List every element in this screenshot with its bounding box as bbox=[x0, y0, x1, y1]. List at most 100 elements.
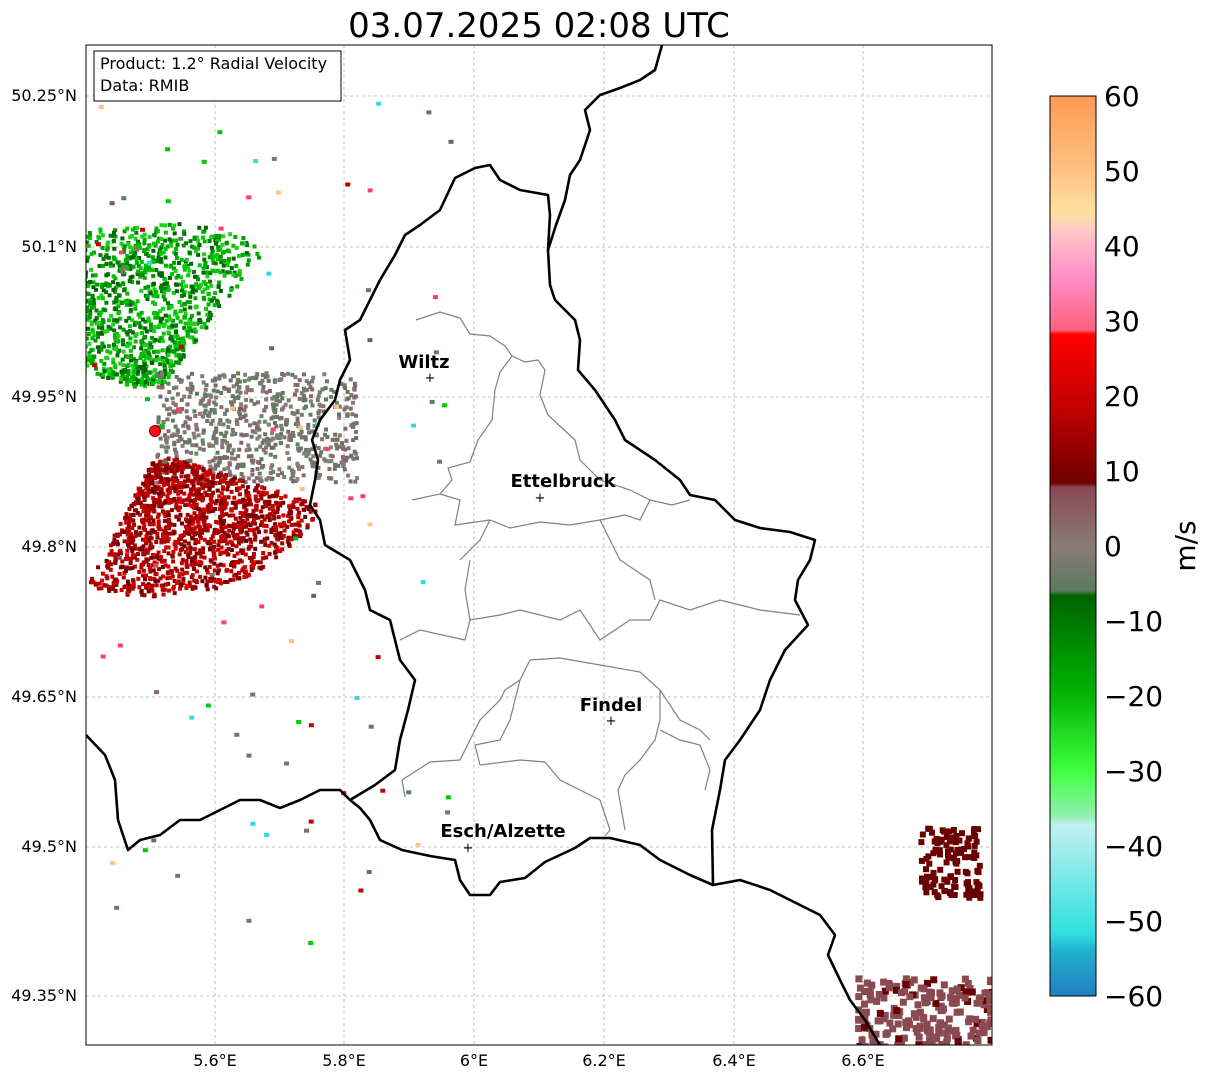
echo-pixel bbox=[927, 994, 935, 1002]
echo-pixel bbox=[262, 538, 267, 543]
echo-pixel bbox=[170, 574, 175, 579]
echo-pixel bbox=[19, 284, 23, 288]
echo-pixel bbox=[129, 532, 134, 537]
echo-pixel bbox=[280, 547, 285, 552]
echo-pixel bbox=[227, 270, 232, 275]
echo-pixel bbox=[130, 504, 134, 509]
echo-pixel bbox=[58, 357, 62, 361]
echo-pixel bbox=[150, 477, 155, 482]
echo-pixel bbox=[128, 299, 133, 304]
echo-pixel bbox=[270, 396, 275, 401]
echo-pixel bbox=[118, 551, 123, 556]
echo-pixel bbox=[262, 486, 267, 491]
echo-pixel bbox=[244, 398, 248, 402]
echo-pixel bbox=[130, 553, 135, 558]
echo-pixel bbox=[148, 566, 152, 571]
echo-pixel bbox=[221, 563, 226, 568]
echo-pixel bbox=[283, 494, 288, 499]
echo-pixel bbox=[128, 263, 133, 268]
echo-pixel bbox=[128, 348, 133, 353]
echo-pixel bbox=[168, 406, 172, 411]
echo-pixel bbox=[341, 458, 346, 463]
echo-pixel bbox=[211, 254, 216, 259]
echo-pixel bbox=[861, 1023, 868, 1031]
echo-pixel bbox=[11, 310, 15, 314]
echo-pixel bbox=[161, 323, 166, 328]
echo-pixel bbox=[28, 344, 32, 348]
echo-pixel bbox=[192, 463, 197, 468]
echo-pixel bbox=[163, 287, 168, 291]
echo-pixel bbox=[70, 337, 74, 341]
echo-pixel bbox=[956, 1008, 964, 1016]
echo-pixel bbox=[223, 411, 227, 416]
echo-pixel bbox=[165, 147, 171, 152]
echo-pixel bbox=[286, 513, 291, 518]
echo-pixel bbox=[332, 389, 337, 394]
echo-pixel bbox=[177, 377, 182, 382]
echo-pixel bbox=[337, 444, 342, 449]
echo-pixel bbox=[257, 419, 262, 424]
echo-pixel bbox=[63, 303, 67, 307]
echo-pixel bbox=[915, 1041, 923, 1045]
echo-pixel bbox=[95, 242, 101, 247]
echo-pixel bbox=[10, 285, 14, 289]
echo-pixel bbox=[213, 376, 218, 381]
echo-pixel bbox=[183, 484, 188, 489]
echo-pixel bbox=[906, 1021, 913, 1029]
echo-pixel bbox=[248, 537, 253, 542]
echo-pixel bbox=[289, 537, 294, 542]
echo-pixel bbox=[95, 320, 100, 325]
echo-pixel bbox=[197, 465, 201, 470]
echo-pixel bbox=[240, 253, 245, 257]
echo-pixel bbox=[169, 468, 174, 473]
echo-pixel bbox=[224, 270, 229, 275]
echo-pixel bbox=[86, 298, 89, 303]
echo-pixel bbox=[247, 498, 252, 503]
echo-pixel bbox=[4, 298, 8, 302]
echo-pixel bbox=[213, 291, 218, 295]
echo-pixel bbox=[147, 584, 152, 589]
echo-pixel bbox=[227, 528, 232, 533]
echo-pixel bbox=[323, 386, 328, 391]
echo-pixel bbox=[242, 574, 247, 579]
echo-pixel bbox=[253, 494, 258, 499]
echo-pixel bbox=[230, 432, 235, 437]
echo-pixel bbox=[312, 423, 317, 428]
echo-pixel bbox=[198, 527, 202, 532]
echo-pixel bbox=[147, 318, 152, 323]
echo-pixel bbox=[235, 284, 240, 289]
echo-pixel bbox=[327, 476, 332, 481]
echo-pixel bbox=[201, 514, 206, 519]
lat-tick: 49.35°N bbox=[11, 986, 77, 1005]
echo-pixel bbox=[153, 563, 159, 568]
echo-pixel bbox=[117, 299, 122, 304]
echo-pixel bbox=[237, 486, 242, 491]
echo-pixel bbox=[182, 491, 187, 496]
echo-pixel bbox=[88, 279, 93, 284]
echo-pixel bbox=[150, 528, 155, 533]
echo-pixel bbox=[49, 294, 53, 298]
echo-pixel bbox=[210, 418, 215, 423]
echo-pixel bbox=[237, 385, 242, 390]
echo-pixel bbox=[148, 535, 153, 540]
echo-pixel bbox=[156, 255, 161, 260]
echo-pixel bbox=[34, 312, 38, 316]
echo-pixel bbox=[95, 282, 100, 287]
echo-pixel bbox=[121, 272, 126, 277]
echo-pixel bbox=[283, 402, 288, 407]
echo-pixel bbox=[259, 496, 264, 501]
echo-pixel bbox=[7, 294, 11, 298]
echo-pixel bbox=[882, 1030, 890, 1038]
echo-pixel bbox=[216, 460, 221, 465]
echo-pixel bbox=[244, 530, 249, 535]
echo-pixel bbox=[91, 301, 96, 306]
echo-pixel bbox=[99, 282, 104, 287]
echo-pixel bbox=[208, 579, 213, 583]
echo-pixel bbox=[237, 406, 243, 411]
echo-pixel bbox=[247, 447, 252, 452]
echo-pixel bbox=[279, 535, 284, 540]
echo-pixel bbox=[186, 555, 191, 560]
echo-pixel bbox=[97, 311, 102, 315]
echo-pixel bbox=[299, 518, 304, 523]
echo-pixel bbox=[176, 407, 181, 412]
